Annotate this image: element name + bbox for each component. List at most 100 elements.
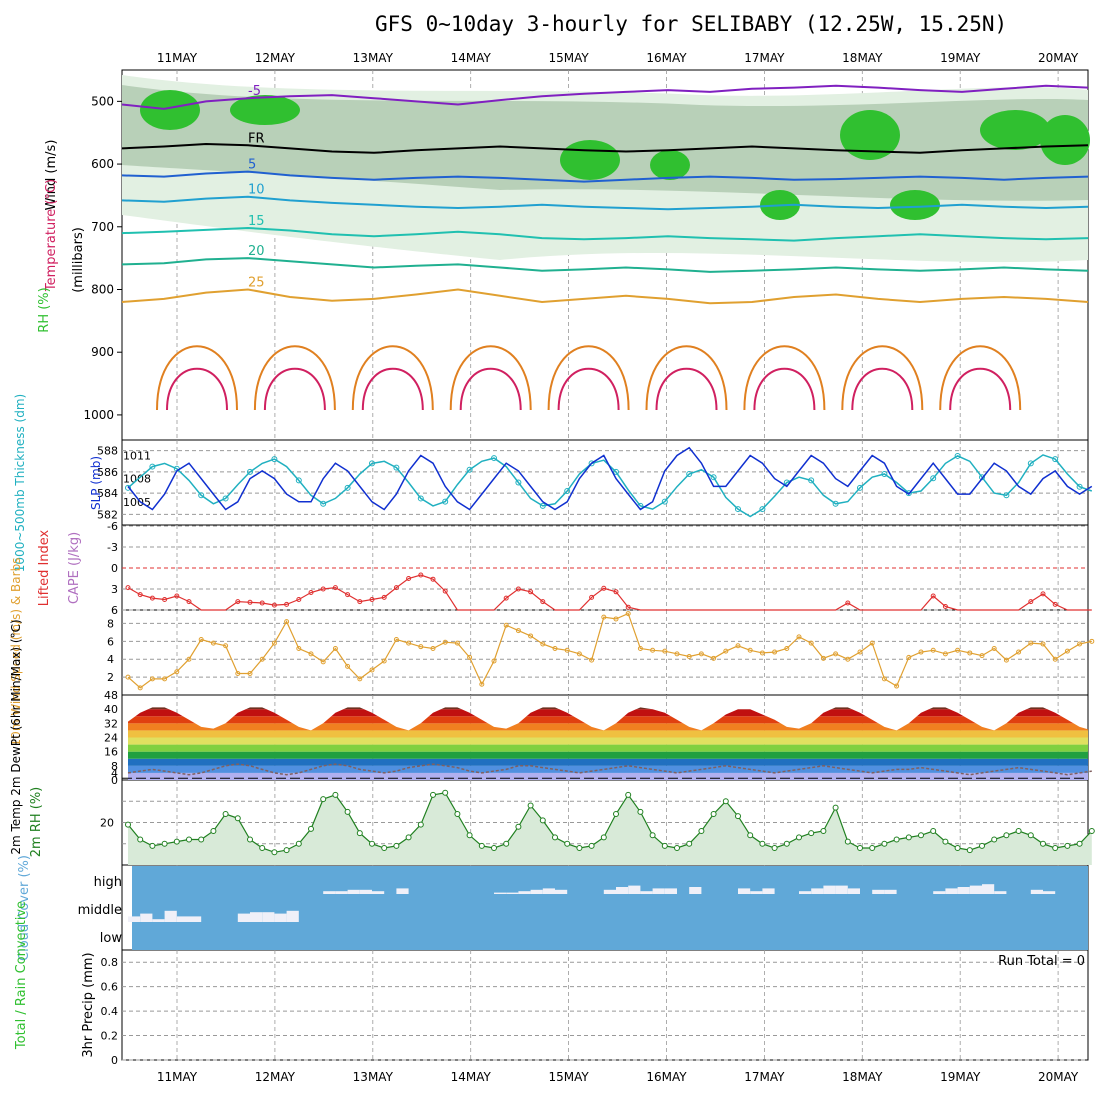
wind-point	[979, 653, 985, 659]
rh-point	[600, 834, 607, 841]
cloud-bar	[969, 885, 982, 894]
cloud-bar	[847, 888, 860, 894]
rh-point	[759, 840, 766, 847]
lifted-point	[1052, 601, 1058, 607]
cloud-bar	[262, 912, 275, 922]
date-label-bottom: 11MAY	[157, 1070, 198, 1084]
wind-point	[942, 651, 948, 657]
thickness-point	[832, 500, 839, 507]
pressure-tick-label: 700	[91, 220, 114, 234]
wind-point	[845, 656, 851, 662]
run-total-label: Run Total = 0	[998, 954, 1085, 969]
rh-point	[222, 811, 229, 817]
lifted-point	[845, 600, 851, 606]
wind-point	[247, 671, 253, 677]
cloud-bar	[250, 912, 263, 922]
cloud-bar	[640, 891, 653, 894]
thickness-point	[759, 506, 766, 513]
ylabel-cape: CAPE (J/kg)	[67, 532, 82, 604]
ylabel-thickness: 1000~500mb Thickness (dm)	[13, 394, 27, 572]
thickness-tick-label: 586	[97, 466, 118, 479]
cloud-bar	[542, 888, 555, 894]
rh-point	[625, 791, 632, 798]
wind-point	[747, 647, 753, 653]
lifted-tick-label: 6	[111, 604, 118, 617]
date-label-bottom: 17MAY	[744, 1070, 785, 1084]
lifted-point	[613, 589, 619, 595]
rh-point	[381, 845, 388, 851]
wind-point	[491, 658, 497, 664]
cloud-bar	[152, 919, 165, 922]
wind-point	[955, 647, 961, 653]
temp-band	[128, 765, 1088, 773]
precip-tick-label: 0.4	[101, 1005, 119, 1018]
wind-point	[552, 645, 558, 651]
rh-point	[735, 813, 741, 820]
ylabel-precip: 3hr Precip (mm)	[81, 952, 96, 1057]
rh-point	[1088, 828, 1095, 834]
date-label-top: 16MAY	[646, 51, 687, 65]
lifted-point	[369, 597, 375, 602]
rh-point	[966, 847, 973, 854]
wind-point	[881, 676, 887, 682]
thickness-point	[491, 455, 497, 462]
rh-point	[369, 840, 375, 847]
wind-point	[1003, 657, 1009, 663]
rh-point	[454, 811, 461, 817]
wind-point	[650, 647, 656, 653]
rh-point	[430, 791, 436, 798]
wind-point	[357, 676, 363, 682]
wind-point	[296, 645, 302, 651]
wind-point	[711, 655, 717, 661]
date-label-top: 11MAY	[157, 51, 198, 65]
rh-point	[857, 845, 863, 851]
rh-point	[930, 828, 937, 834]
wind-point	[174, 669, 180, 675]
ylabel-precip-total: Total / Rain Convective	[14, 901, 29, 1050]
isotherm-line	[121, 142, 1089, 154]
wind-point	[1052, 656, 1058, 662]
rh-point	[674, 845, 680, 851]
isotherm-line	[121, 226, 1089, 242]
rh-point	[661, 842, 668, 849]
wind-point	[674, 651, 680, 657]
wind-tick-label: 4	[107, 653, 114, 666]
temp-band	[128, 744, 1088, 752]
rh-point	[393, 842, 400, 849]
lifted-point	[125, 585, 131, 591]
ylabel-millibars: (millibars)	[71, 227, 86, 293]
isotherm-label: -5	[248, 84, 261, 99]
wind-point	[162, 676, 168, 682]
rh-point	[1003, 832, 1010, 839]
rh-point	[649, 832, 656, 839]
surface-contour	[166, 367, 228, 411]
wind-point	[1089, 638, 1095, 644]
thickness-tick-label: 584	[97, 487, 118, 500]
rh-point	[539, 817, 546, 824]
wind-point	[540, 641, 546, 647]
pressure-tick-label: 800	[91, 282, 114, 296]
thickness-point	[1027, 460, 1034, 467]
wind-point	[1077, 641, 1083, 647]
ylabel-temp2m: 2m Temp 2m DewPt (6hr Min/Max) (°C)	[9, 619, 23, 854]
cloud-bar	[372, 891, 385, 894]
surface-contour	[743, 345, 826, 411]
thickness-tick-label: 588	[97, 445, 118, 458]
temp-tick-label: 40	[104, 703, 118, 716]
pressure-tick-label: 900	[91, 345, 114, 359]
ylabel-cloud: Cloud Cover (%)	[17, 855, 32, 961]
wind-point	[772, 649, 778, 655]
thickness-point	[588, 460, 595, 467]
temp-tick-label: 4	[111, 767, 118, 780]
wind-point	[137, 685, 143, 691]
wind-point	[125, 674, 131, 680]
wind-point	[393, 637, 399, 643]
rh-point	[259, 845, 266, 851]
rh-point	[576, 845, 583, 851]
cloud-bar	[1043, 891, 1056, 894]
rh-point	[295, 840, 302, 847]
date-label-top: 12MAY	[255, 51, 296, 65]
rh-point	[844, 838, 851, 845]
cloud-bar	[835, 885, 848, 894]
thickness-point	[930, 475, 937, 482]
